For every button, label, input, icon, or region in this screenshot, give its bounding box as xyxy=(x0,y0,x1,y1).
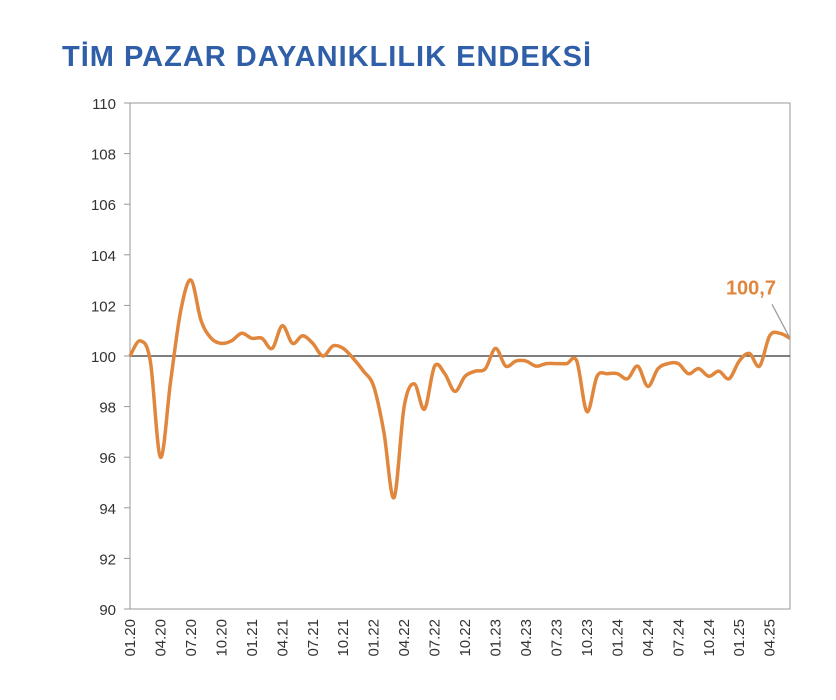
y-tick-label: 108 xyxy=(91,147,116,164)
y-tick-label: 106 xyxy=(91,197,116,214)
label-leader xyxy=(771,304,791,339)
data-line xyxy=(128,278,791,500)
x-tick-label: 01.22 xyxy=(366,619,383,657)
x-tick-label: 04.24 xyxy=(640,619,657,657)
x-tick-label: 04.25 xyxy=(762,619,779,657)
x-tick-label: 10.20 xyxy=(213,619,230,657)
x-tick-label: 01.20 xyxy=(122,619,139,657)
x-tick-label: 01.24 xyxy=(609,619,626,657)
y-tick-label: 98 xyxy=(99,400,116,417)
x-tick-label: 10.23 xyxy=(579,619,596,657)
x-tick-label: 10.21 xyxy=(335,619,352,657)
y-tick-label: 94 xyxy=(99,501,116,518)
x-tick-label: 04.23 xyxy=(518,619,535,657)
y-tick-label: 96 xyxy=(99,450,116,467)
x-tick-label: 07.22 xyxy=(427,619,444,657)
x-tick-label: 07.24 xyxy=(670,619,687,657)
x-tick-label: 10.24 xyxy=(701,619,718,657)
x-tick-label: 01.25 xyxy=(731,619,748,657)
y-tick-label: 90 xyxy=(99,602,116,619)
x-tick-label: 04.22 xyxy=(396,619,413,657)
x-tick-label: 10.22 xyxy=(457,619,474,657)
x-tick-label: 07.23 xyxy=(548,619,565,657)
chart-title: TİM PAZAR DAYANIKLILIK ENDEKSİ xyxy=(62,41,592,73)
x-tick-label: 04.21 xyxy=(274,619,291,657)
value-label: 100,7 xyxy=(726,277,776,299)
y-tick-label: 102 xyxy=(91,298,116,315)
x-tick-label: 07.21 xyxy=(305,619,322,657)
y-tick-label: 104 xyxy=(91,248,116,265)
x-tick-label: 01.21 xyxy=(244,619,261,657)
x-tick-label: 01.23 xyxy=(488,619,505,657)
x-tick-label: 04.20 xyxy=(152,619,169,657)
y-tick-label: 92 xyxy=(99,551,116,568)
y-tick-label: 110 xyxy=(92,96,116,113)
y-tick-label: 100 xyxy=(91,349,116,366)
x-tick-label: 07.20 xyxy=(183,619,200,657)
